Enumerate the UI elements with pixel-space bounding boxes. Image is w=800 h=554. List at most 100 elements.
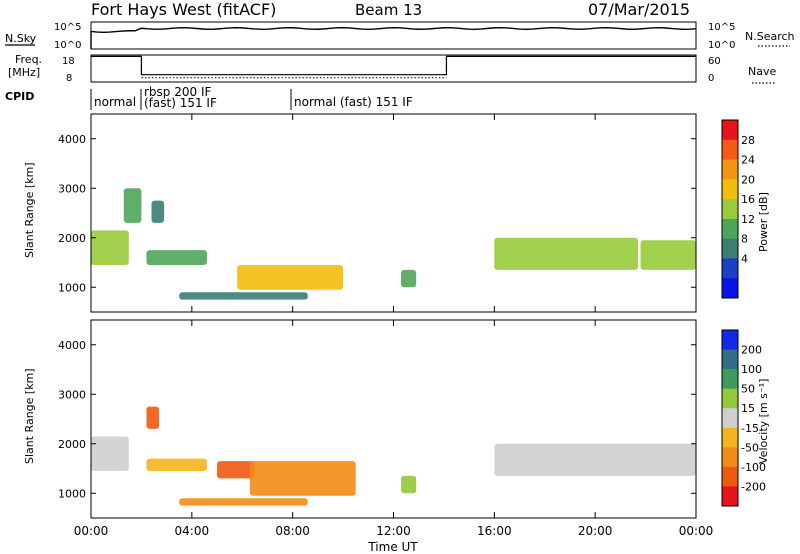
colorbar-swatch bbox=[722, 139, 738, 161]
power-region bbox=[179, 292, 308, 300]
y-tick-label: 4000 bbox=[58, 339, 86, 352]
colorbar-tick-label: 15 bbox=[741, 402, 755, 415]
colorbar-swatch bbox=[722, 179, 738, 200]
nsky-panel-frame bbox=[90, 21, 697, 50]
y-tick-label: 4000 bbox=[58, 133, 86, 146]
colorbar-tick-label: 28 bbox=[741, 134, 755, 147]
time-axis: 00:00 04:00 08:00 12:00 16:00 20:00 00:00 bbox=[74, 114, 714, 538]
power-data-layer bbox=[91, 188, 696, 300]
colorbar-tick-label: -50 bbox=[741, 441, 759, 454]
nave-tick-top: 60 bbox=[708, 56, 721, 67]
velocity-region bbox=[179, 498, 308, 506]
colorbar-tick-label: 20 bbox=[741, 173, 755, 186]
colorbar-swatch bbox=[722, 349, 738, 370]
power-region bbox=[494, 237, 639, 270]
colorbar-swatch bbox=[722, 218, 738, 240]
power-region bbox=[401, 269, 417, 288]
nsky-trace bbox=[90, 26, 697, 49]
cpid-label: CPID bbox=[5, 90, 34, 103]
freq-panel-frame bbox=[90, 54, 697, 83]
velocity-colorbar-frame bbox=[721, 329, 739, 507]
colorbar-tick-label: 50 bbox=[741, 383, 755, 396]
freq-trace bbox=[91, 55, 696, 79]
x-tick-label: 12:00 bbox=[376, 524, 411, 538]
velocity-panel-frame bbox=[90, 319, 697, 519]
freq-tick-bottom: 8 bbox=[66, 73, 72, 84]
nsearch-tick-top: 10^5 bbox=[708, 22, 735, 33]
nsky-tick-top: 10^5 bbox=[54, 22, 81, 33]
freq-label: Freq. bbox=[15, 53, 42, 66]
nsky-line bbox=[90, 26, 697, 49]
x-tick-label: 08:00 bbox=[275, 524, 310, 538]
nave-tick-bottom: 0 bbox=[708, 73, 714, 84]
velocity-region bbox=[401, 475, 417, 494]
power-y-axis: 1000 2000 3000 4000 bbox=[58, 133, 696, 294]
nsky-label: N.Sky bbox=[5, 32, 37, 45]
x-tick-label: 20:00 bbox=[578, 524, 613, 538]
colorbar-tick-label: -15 bbox=[741, 422, 759, 435]
freq-unit-label: [MHz] bbox=[8, 66, 40, 79]
time-axis-label: Time UT bbox=[367, 540, 418, 554]
nave-label: Nave bbox=[748, 65, 776, 78]
power-colorbar: 28 24 20 16 12 8 4 bbox=[722, 120, 755, 299]
colorbar-swatch bbox=[722, 159, 738, 180]
cpid-mode-normal: normal bbox=[94, 95, 136, 109]
power-region bbox=[640, 240, 696, 270]
colorbar-swatch bbox=[722, 369, 738, 390]
colorbar-tick-label: 24 bbox=[741, 154, 755, 167]
power-region bbox=[237, 264, 344, 290]
y-tick-label: 2000 bbox=[58, 438, 86, 451]
y-tick-label: 1000 bbox=[58, 487, 86, 500]
cpid-mode-fast-151: (fast) 151 IF bbox=[144, 96, 217, 110]
x-tick-label: 04:00 bbox=[175, 524, 210, 538]
colorbar-swatch bbox=[722, 120, 738, 141]
nsky-tick-bottom: 10^0 bbox=[54, 40, 81, 51]
power-ylabel: Slant Range [km] bbox=[23, 162, 36, 258]
colorbar-tick-label: 12 bbox=[741, 213, 755, 226]
velocity-colorbar-label: Velocity [m s⁻¹] bbox=[757, 379, 770, 464]
power-region bbox=[91, 230, 129, 265]
date-label: 07/Mar/2015 bbox=[588, 0, 690, 19]
colorbar-swatch bbox=[722, 199, 738, 220]
velocity-colorbar: 200 100 50 15 -15 -50 -100 -200 bbox=[722, 330, 766, 507]
colorbar-tick-label: 100 bbox=[741, 363, 762, 376]
colorbar-swatch bbox=[722, 466, 738, 487]
x-tick-label: 00:00 bbox=[74, 524, 109, 538]
power-colorbar-frame bbox=[721, 119, 739, 299]
velocity-region bbox=[146, 458, 207, 471]
colorbar-swatch bbox=[722, 238, 738, 259]
colorbar-swatch bbox=[722, 388, 738, 409]
colorbar-tick-label: 8 bbox=[741, 233, 748, 246]
nsearch-tick-bottom: 10^0 bbox=[708, 40, 735, 51]
colorbar-tick-label: 200 bbox=[741, 344, 762, 357]
cpid-mode-normal-fast-151: normal (fast) 151 IF bbox=[294, 95, 413, 109]
y-tick-label: 3000 bbox=[58, 388, 86, 401]
nsearch-label: N.Search bbox=[745, 30, 795, 43]
y-tick-label: 2000 bbox=[58, 232, 86, 245]
power-panel-frame bbox=[90, 113, 697, 313]
velocity-ylabel: Slant Range [km] bbox=[23, 368, 36, 464]
x-tick-label: 16:00 bbox=[477, 524, 512, 538]
power-region bbox=[123, 188, 142, 223]
freq-tick-top: 18 bbox=[62, 56, 75, 67]
colorbar-swatch bbox=[722, 408, 738, 429]
y-tick-label: 3000 bbox=[58, 182, 86, 195]
power-region bbox=[146, 250, 207, 265]
colorbar-swatch bbox=[722, 427, 738, 448]
colorbar-swatch bbox=[722, 330, 738, 351]
colorbar-swatch bbox=[722, 486, 738, 507]
colorbar-tick-label: -100 bbox=[741, 461, 766, 474]
colorbar-tick-label: -200 bbox=[741, 480, 766, 493]
colorbar-swatch bbox=[722, 258, 738, 279]
power-colorbar-label: Power [dB] bbox=[757, 192, 770, 252]
frequency-line bbox=[91, 55, 696, 76]
velocity-data-layer bbox=[91, 406, 696, 506]
velocity-region bbox=[146, 406, 160, 429]
velocity-y-axis: 1000 2000 3000 4000 bbox=[58, 339, 696, 500]
beam-label: Beam 13 bbox=[355, 1, 422, 19]
x-tick-label: 00:00 bbox=[679, 524, 714, 538]
colorbar-tick-label: 16 bbox=[741, 193, 755, 206]
velocity-region bbox=[494, 443, 696, 476]
colorbar-swatch bbox=[722, 278, 738, 299]
